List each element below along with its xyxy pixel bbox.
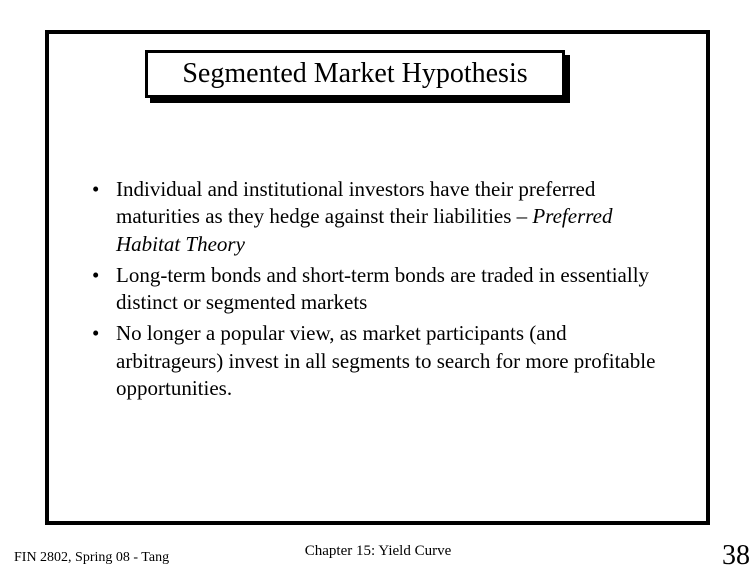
bullet-text-plain: Individual and institutional investors h… <box>116 177 595 228</box>
footer-left: FIN 2802, Spring 08 - Tang <box>14 550 169 566</box>
bullet-item: • No longer a popular view, as market pa… <box>88 320 668 402</box>
bullet-marker-icon: • <box>88 320 116 402</box>
bullet-marker-icon: • <box>88 262 116 317</box>
bullet-text-plain: Long-term bonds and short-term bonds are… <box>116 263 649 314</box>
bullet-item: • Long-term bonds and short-term bonds a… <box>88 262 668 317</box>
bullet-item: • Individual and institutional investors… <box>88 176 668 258</box>
bullet-marker-icon: • <box>88 176 116 258</box>
page-number: 38 <box>722 540 750 572</box>
title-box: Segmented Market Hypothesis <box>145 50 565 98</box>
bullet-text-plain: No longer a popular view, as market part… <box>116 321 655 400</box>
bullet-list: • Individual and institutional investors… <box>88 176 668 406</box>
bullet-text: No longer a popular view, as market part… <box>116 320 668 402</box>
slide-title: Segmented Market Hypothesis <box>182 58 527 90</box>
bullet-text: Long-term bonds and short-term bonds are… <box>116 262 668 317</box>
bullet-text: Individual and institutional investors h… <box>116 176 668 258</box>
